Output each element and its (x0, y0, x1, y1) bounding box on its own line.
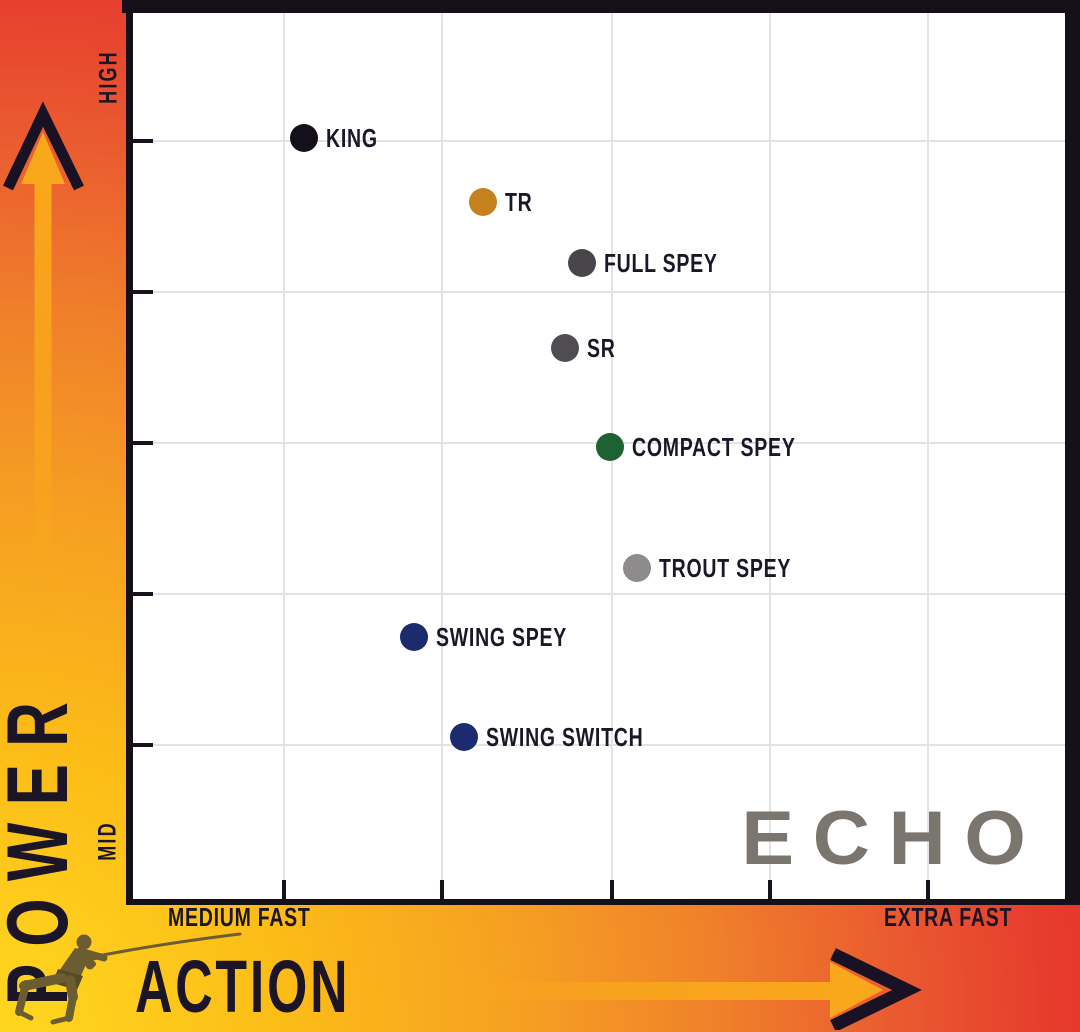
data-point-dot (568, 248, 597, 277)
data-point-dot (596, 433, 625, 462)
y-axis-tick (133, 592, 153, 597)
y-axis-tick (133, 290, 153, 295)
x-axis-tick (925, 880, 930, 899)
data-point: TROUT SPEY (623, 552, 835, 583)
vertical-gridline (441, 13, 444, 899)
x-axis-tick (281, 880, 286, 899)
data-point: SR (551, 332, 625, 363)
chart-left-border (126, 0, 133, 905)
data-point: COMPACT SPEY (596, 432, 850, 463)
data-point: SWING SPEY (399, 621, 611, 652)
data-point-dot (399, 622, 428, 651)
data-point: SWING SWITCH (449, 721, 696, 752)
data-point-label: TROUT SPEY (659, 552, 792, 583)
extra-fast-tick-label: EXTRA FAST (884, 902, 1013, 932)
x-axis-tick (440, 880, 445, 899)
horizontal-gridline (133, 593, 1065, 596)
data-point-dot (289, 123, 318, 152)
arrow-up-icon (3, 102, 84, 632)
action-axis-label: ACTION (135, 945, 351, 1028)
x-axis-tick (768, 880, 773, 899)
chart-right-border (1065, 0, 1080, 905)
data-point-label: FULL SPEY (604, 247, 718, 278)
horizontal-gridline (133, 743, 1065, 746)
data-point: FULL SPEY (568, 247, 756, 278)
data-point-label: TR (505, 186, 533, 217)
data-point-label: SR (587, 332, 617, 363)
echo-logo: ECHO (741, 796, 1045, 881)
vertical-gridline (926, 13, 929, 899)
horizontal-gridline (133, 139, 1065, 142)
data-point: KING (289, 122, 395, 153)
data-point-dot (469, 187, 498, 216)
data-point: TR (469, 186, 542, 217)
plot-area: ECHO KING TR FULL SPEY SR COMPACT SPEY TROUT … (133, 13, 1065, 899)
data-point-dot (623, 553, 652, 582)
data-point-label: SWING SWITCH (485, 721, 644, 752)
chart-bottom-axis (126, 899, 1080, 905)
data-point-dot (449, 722, 478, 751)
data-point-label: COMPACT SPEY (632, 432, 796, 463)
chart-top-border (122, 0, 1080, 13)
y-axis-tick (133, 440, 153, 445)
x-axis-tick (610, 880, 615, 899)
high-tick-label: HIGH (94, 50, 123, 104)
vertical-gridline (282, 13, 285, 899)
horizontal-gridline (133, 291, 1065, 294)
data-point-label: SWING SPEY (435, 621, 567, 652)
medium-fast-tick-label: MEDIUM FAST (168, 902, 311, 932)
data-point-label: KING (325, 122, 378, 153)
fly-caster-silhouette-icon (15, 932, 242, 1025)
arrow-right-icon (455, 948, 922, 1030)
vertical-gridline (769, 13, 772, 899)
data-point-dot (551, 333, 580, 362)
y-axis-tick (133, 138, 153, 143)
y-axis-tick (133, 742, 153, 747)
